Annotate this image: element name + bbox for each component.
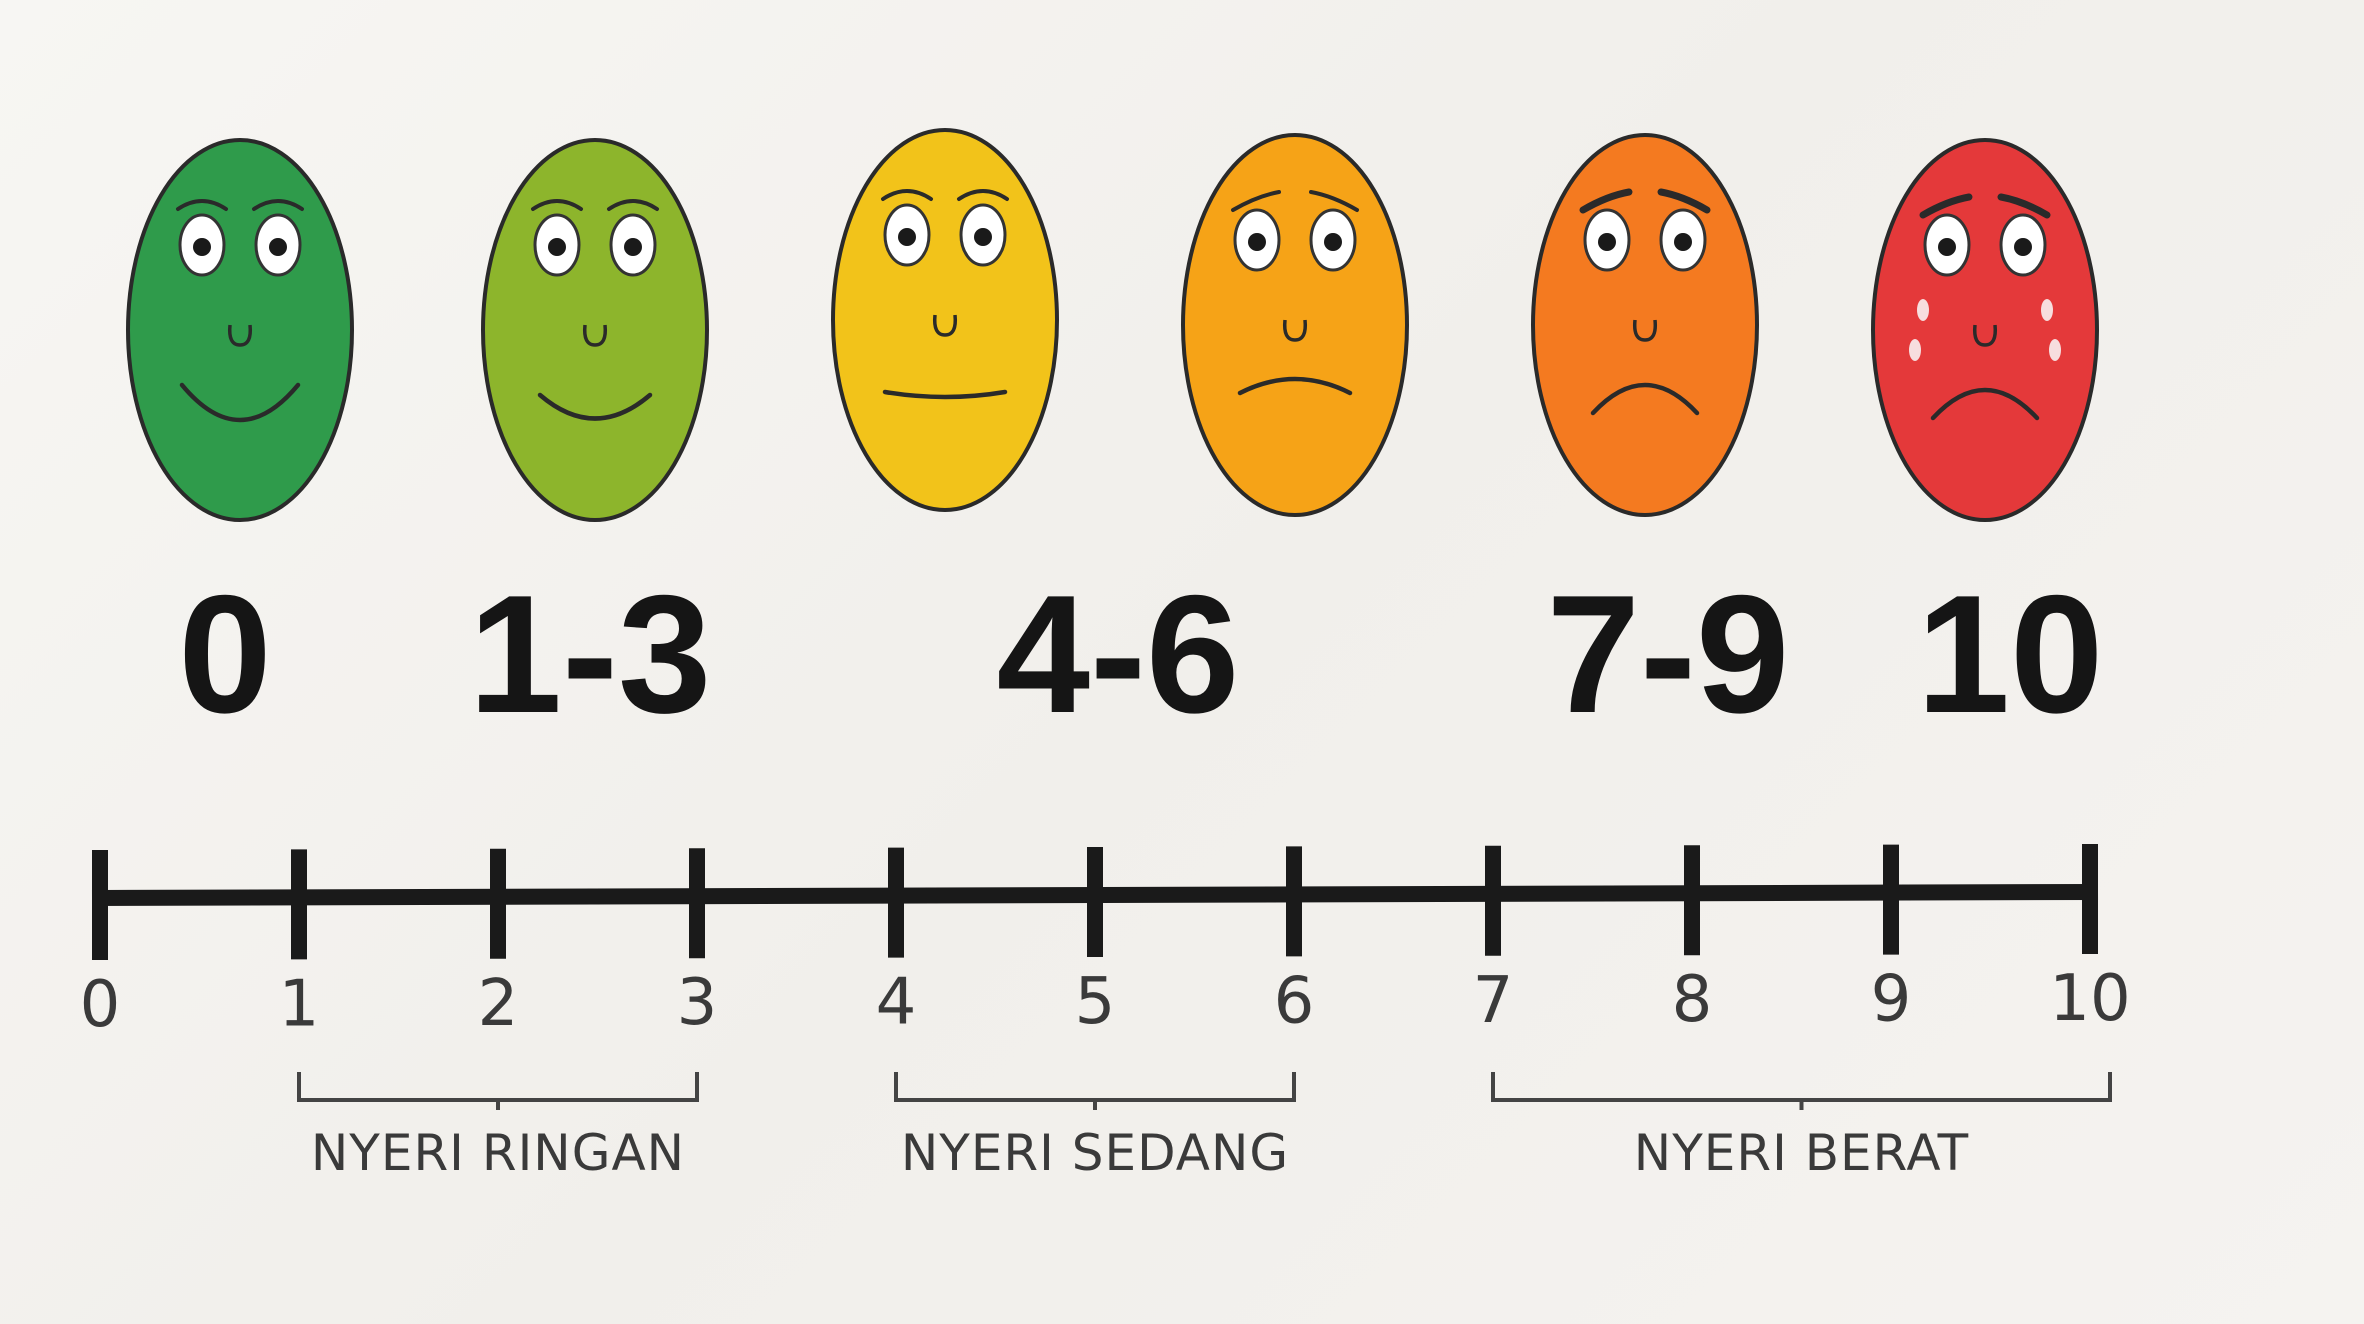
tear	[1917, 299, 1929, 321]
tick-label-7: 7	[1473, 964, 1514, 1038]
score-label-10: 10	[1917, 560, 2104, 748]
pupil	[974, 228, 992, 246]
nose	[227, 324, 253, 347]
tick-label-9: 9	[1871, 963, 1912, 1037]
pupil	[548, 238, 566, 256]
pupil	[1674, 233, 1692, 251]
tear	[1909, 339, 1921, 361]
face-1-3	[481, 138, 709, 522]
score-label-4-6: 4-6	[997, 560, 1240, 748]
pupil	[1324, 233, 1342, 251]
tick-label-5: 5	[1075, 965, 1116, 1039]
face-head	[1181, 133, 1409, 517]
eyebrow	[1579, 188, 1633, 214]
mouth	[537, 392, 653, 421]
tear	[2049, 339, 2061, 361]
range-bracket	[894, 1072, 1296, 1110]
pupil	[1598, 233, 1616, 251]
score-label-0: 0	[178, 560, 271, 748]
nose	[1282, 319, 1308, 342]
pupil	[624, 238, 642, 256]
score-group-labels: 0 1-3 4-6 7-9 10	[178, 560, 2103, 748]
face-head	[1531, 133, 1759, 517]
nose	[1972, 324, 1998, 347]
range-bracket	[1491, 1072, 2112, 1110]
face-head	[126, 138, 354, 522]
mouth	[1590, 382, 1700, 416]
face-head	[481, 138, 709, 522]
range-nyeri-berat: NYERI BERAT	[1491, 1072, 2112, 1182]
score-label-1-3: 1-3	[469, 560, 712, 748]
eyebrow	[1231, 190, 1281, 212]
tick-label-0: 0	[80, 968, 121, 1042]
face-7-9	[1531, 133, 1759, 517]
mouth	[882, 389, 1008, 400]
pupil	[269, 238, 287, 256]
eyebrow	[1919, 193, 1973, 219]
tick-label-8: 8	[1672, 963, 1713, 1037]
tick-label-2: 2	[478, 967, 519, 1041]
range-label: NYERI BERAT	[1634, 1124, 1969, 1182]
eyebrow	[176, 199, 228, 211]
nose	[1632, 319, 1658, 342]
face-4-6a	[831, 128, 1059, 512]
face-0	[126, 138, 354, 522]
eyebrow	[1309, 190, 1359, 212]
pupil	[1938, 238, 1956, 256]
score-label-7-9: 7-9	[1547, 560, 1790, 748]
range-label: NYERI RINGAN	[311, 1124, 685, 1182]
eyebrow	[252, 199, 304, 211]
nose	[932, 314, 958, 337]
tick-label-6: 6	[1274, 964, 1315, 1038]
face-4-6b	[1181, 133, 1409, 517]
mouth	[179, 382, 301, 423]
range-bracket	[297, 1072, 699, 1110]
tick-label-4: 4	[876, 966, 917, 1040]
eyebrow	[957, 189, 1009, 201]
pupil	[193, 238, 211, 256]
nose	[582, 324, 608, 347]
range-nyeri-ringan: NYERI RINGAN	[297, 1072, 699, 1182]
eyebrow	[881, 189, 933, 201]
mouth	[1237, 376, 1353, 396]
pain-ranges: NYERI RINGAN NYERI SEDANG NYERI BERAT	[297, 1072, 2112, 1182]
eyebrow	[1997, 193, 2051, 219]
face-head	[1871, 138, 2099, 522]
pupil	[898, 228, 916, 246]
pupil	[2014, 238, 2032, 256]
eyebrow	[531, 199, 583, 211]
eyebrow	[607, 199, 659, 211]
tick-label-10: 10	[2049, 962, 2130, 1036]
tear	[2041, 299, 2053, 321]
tick-label-3: 3	[677, 966, 718, 1040]
eyebrow	[1657, 188, 1711, 214]
pupil	[1248, 233, 1266, 251]
range-label: NYERI SEDANG	[901, 1124, 1289, 1182]
face-head	[831, 128, 1059, 512]
faces-row	[126, 128, 2099, 522]
mouth	[1930, 387, 2040, 421]
face-10	[1871, 138, 2099, 522]
scale-tick-labels: 0 1 2 3 4 5 6 7 8 9 10	[80, 962, 2131, 1042]
range-nyeri-sedang: NYERI SEDANG	[894, 1072, 1296, 1182]
scale-ticks	[92, 844, 2098, 960]
tick-label-1: 1	[279, 967, 320, 1041]
